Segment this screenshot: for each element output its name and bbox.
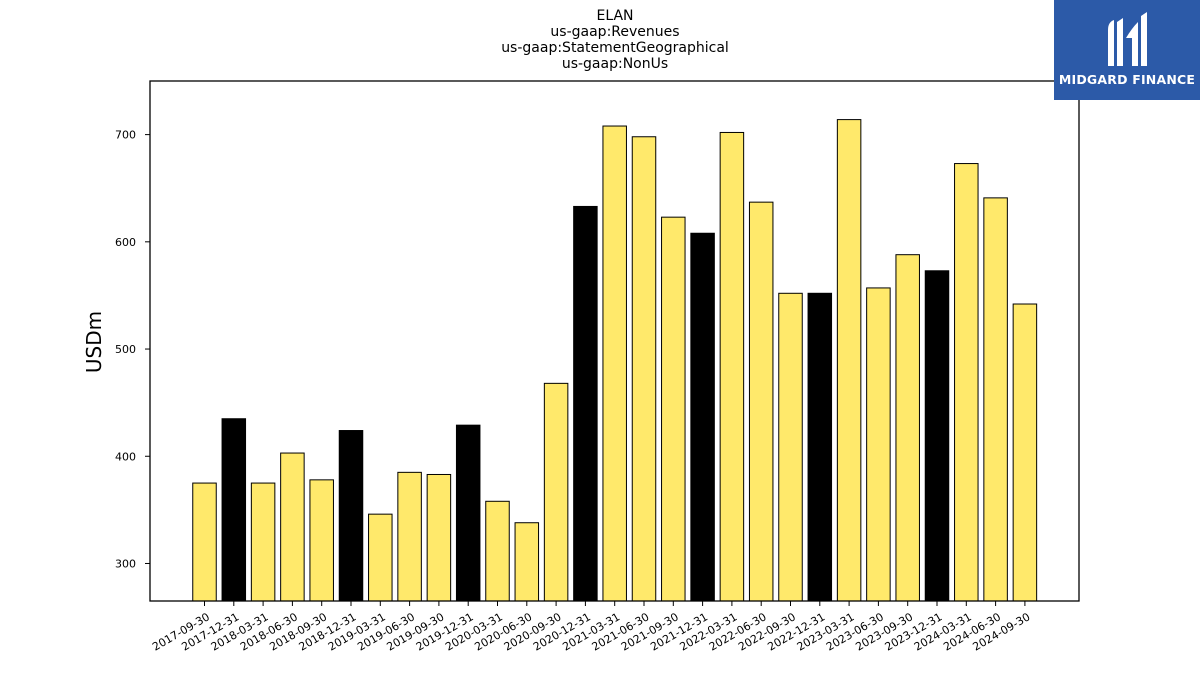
bar-2023-06-30 xyxy=(866,287,891,602)
bar-2019-06-30 xyxy=(397,471,422,602)
bar-2020-06-30 xyxy=(514,522,540,602)
chart-title: ELAN us-gaap:Revenues us-gaap:StatementG… xyxy=(501,8,729,72)
bar-2018-09-30 xyxy=(309,479,334,602)
bar-2022-06-30 xyxy=(748,201,774,602)
bar-2023-12-31 xyxy=(924,270,950,602)
y-tick-label: 300 xyxy=(115,557,136,570)
bar-2022-12-31 xyxy=(807,292,833,602)
bar-2017-12-31 xyxy=(221,418,247,602)
bar-2018-06-30 xyxy=(280,452,305,602)
bar-2019-09-30 xyxy=(426,473,452,602)
y-tick-label: 400 xyxy=(115,450,136,463)
bar-2019-12-31 xyxy=(455,424,481,602)
bar-2023-03-31 xyxy=(836,119,862,602)
chart-title-line-4: us-gaap:NonUs xyxy=(562,56,668,72)
bar-2020-12-31 xyxy=(573,205,598,602)
bar-2021-06-30 xyxy=(631,136,657,602)
bar-2021-12-31 xyxy=(690,232,715,602)
bar-2018-12-31 xyxy=(338,430,364,602)
bar-2022-09-30 xyxy=(778,292,803,602)
bars-group xyxy=(192,119,1038,602)
bar-2024-03-31 xyxy=(954,163,979,602)
bar-2024-06-30 xyxy=(983,197,1008,602)
bar-2021-03-31 xyxy=(602,125,627,602)
midgard-finance-logo: MIDGARD FINANCE xyxy=(1054,0,1200,100)
x-axis: 2017-09-302017-12-312018-03-312018-06-30… xyxy=(150,601,1032,654)
y-tick-label: 700 xyxy=(115,129,136,142)
bar-2023-09-30 xyxy=(895,254,920,602)
bar-2020-03-31 xyxy=(485,500,510,602)
bar-2018-03-31 xyxy=(250,482,276,602)
midgard-logo-icon xyxy=(1108,12,1147,66)
bar-2017-09-30 xyxy=(192,482,217,602)
chart-title-line-2: us-gaap:Revenues xyxy=(550,24,679,40)
bar-2021-09-30 xyxy=(661,216,686,602)
bar-2022-03-31 xyxy=(719,131,745,602)
bar-2024-09-30 xyxy=(1012,303,1038,602)
y-tick-label: 500 xyxy=(115,343,136,356)
bar-2020-09-30 xyxy=(543,382,569,602)
logo-text: MIDGARD FINANCE xyxy=(1058,72,1196,87)
chart-title-line-1: ELAN xyxy=(596,8,633,24)
y-tick-label: 600 xyxy=(115,236,136,249)
chart-title-line-3: us-gaap:StatementGeographical xyxy=(501,40,729,56)
bar-2019-03-31 xyxy=(368,513,393,602)
y-axis-label: USDm xyxy=(82,311,106,373)
plot-frame xyxy=(149,80,1080,602)
y-axis: 300 400 500 600 700 xyxy=(115,129,150,570)
